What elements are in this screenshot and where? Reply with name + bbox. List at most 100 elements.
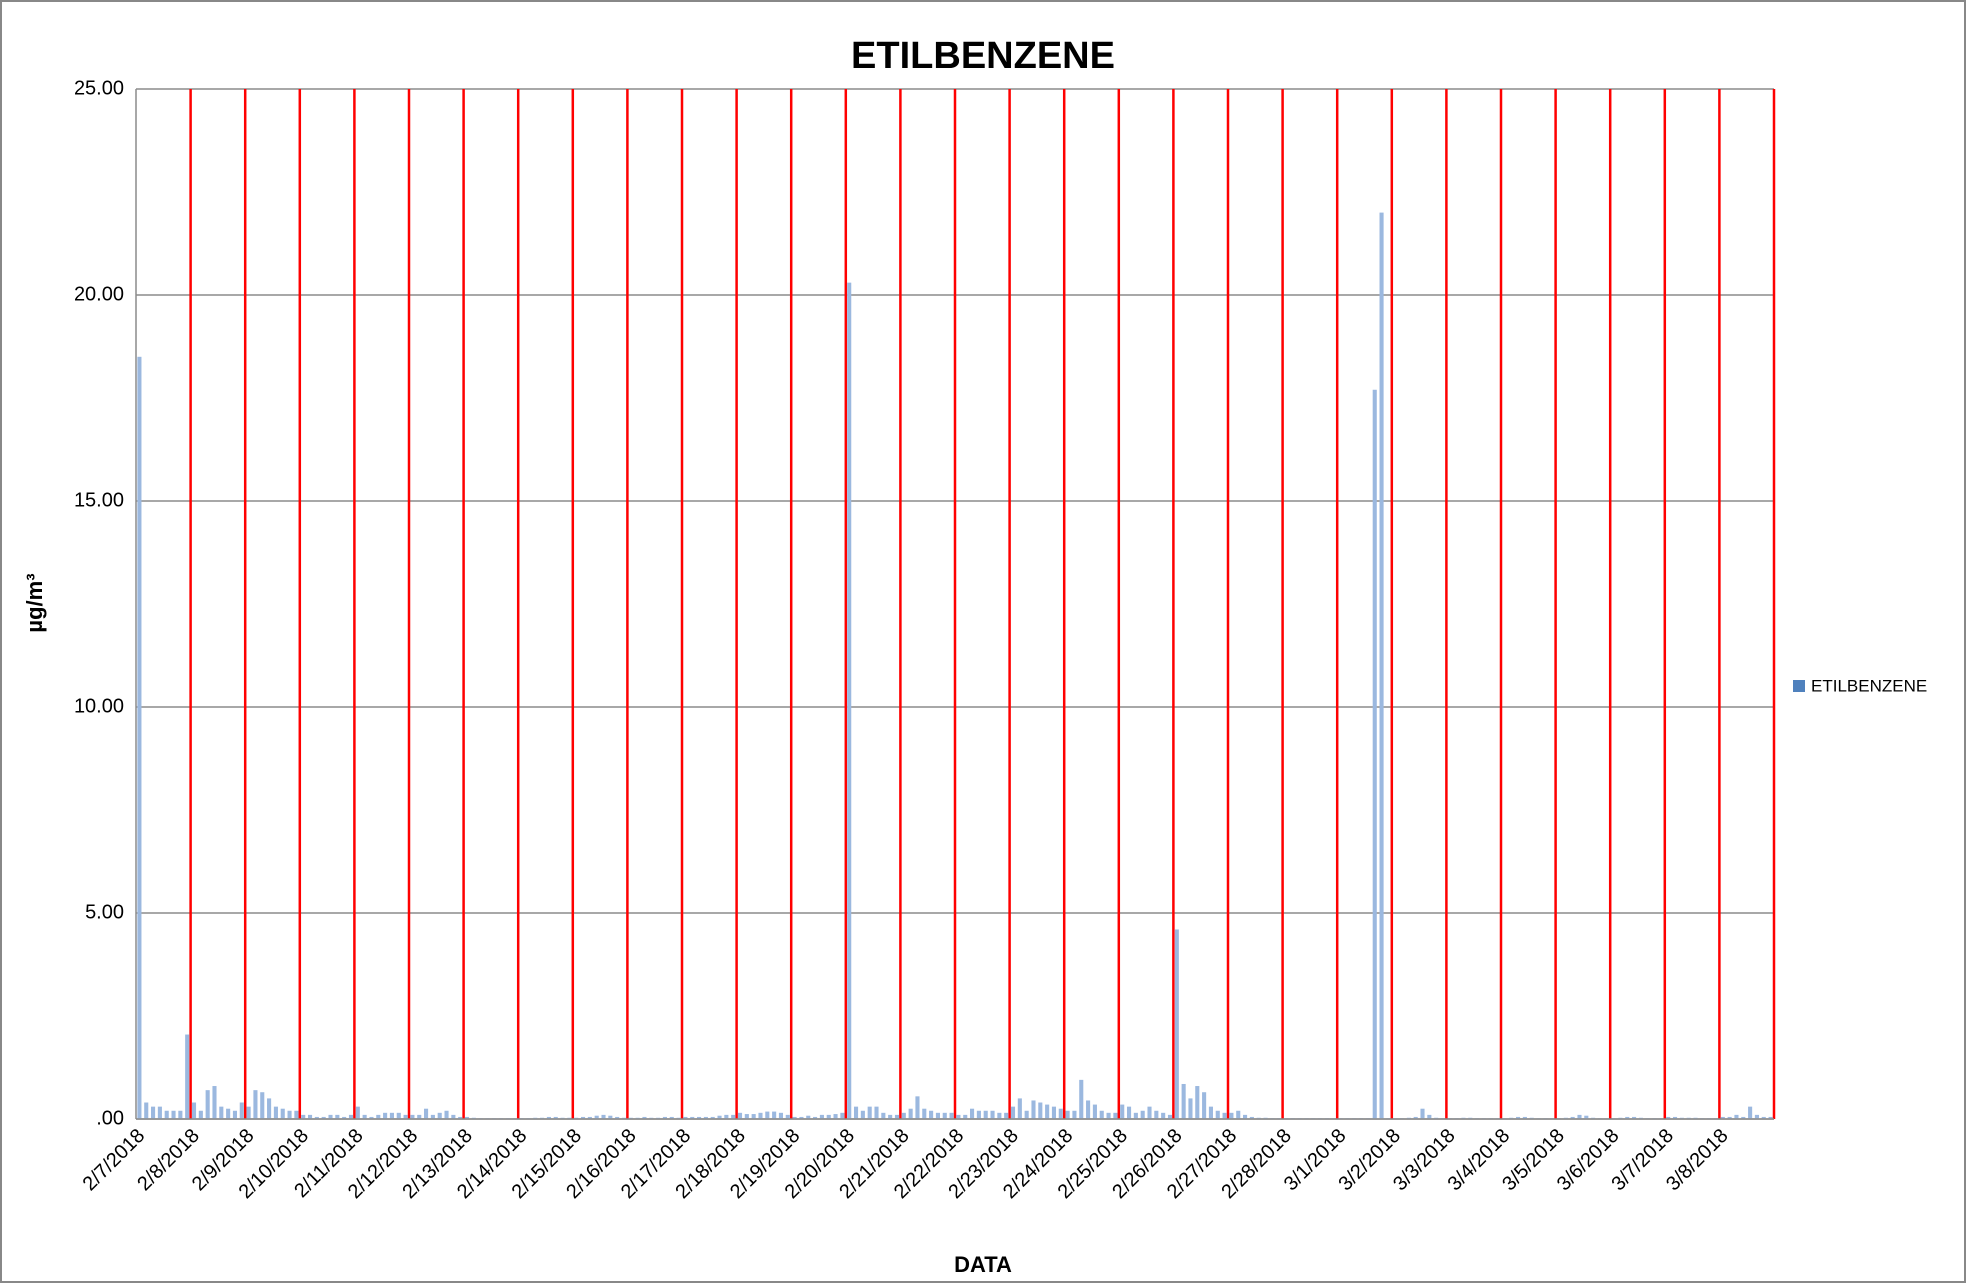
bar: [1017, 1098, 1022, 1119]
chart-title: ETILBENZENE: [851, 35, 1115, 77]
bar: [164, 1110, 169, 1119]
bar: [642, 1116, 647, 1119]
bar: [847, 282, 852, 1119]
bar: [819, 1114, 824, 1119]
bar: [1072, 1110, 1077, 1119]
bar: [1427, 1114, 1432, 1119]
bar: [683, 1116, 688, 1119]
bar: [1516, 1116, 1521, 1119]
bar: [137, 356, 142, 1119]
bar: [212, 1086, 217, 1119]
bar: [990, 1110, 995, 1119]
bar: [1372, 389, 1377, 1119]
bar: [915, 1096, 920, 1119]
bar: [424, 1108, 429, 1119]
bar: [553, 1116, 558, 1119]
bar: [185, 1034, 190, 1119]
bar: [1420, 1108, 1425, 1119]
bar: [1379, 212, 1384, 1120]
bar: [451, 1114, 456, 1119]
bar: [874, 1106, 879, 1119]
bar: [724, 1114, 729, 1119]
bar: [1004, 1112, 1009, 1119]
bar: [1188, 1098, 1193, 1119]
bar: [833, 1114, 838, 1119]
bar: [587, 1116, 592, 1119]
bar: [1092, 1104, 1097, 1119]
bar: [458, 1116, 463, 1119]
bar: [1195, 1086, 1200, 1119]
bar: [963, 1114, 968, 1119]
bar: [1167, 1114, 1173, 1119]
bar: [171, 1110, 176, 1119]
bar: [287, 1110, 292, 1119]
bar: [430, 1114, 435, 1119]
bar: [1126, 1106, 1132, 1119]
y-tick-label: 10.00: [74, 695, 124, 717]
bar: [697, 1116, 702, 1119]
bar: [403, 1114, 408, 1119]
bar: [1413, 1116, 1418, 1119]
bar: [772, 1111, 777, 1119]
bar: [894, 1114, 900, 1119]
bar: [806, 1115, 811, 1119]
bar: [731, 1114, 736, 1119]
bar: [1161, 1112, 1166, 1119]
bar: [1570, 1116, 1575, 1119]
bar: [383, 1112, 388, 1119]
bar: [901, 1112, 906, 1119]
bar: [355, 1106, 360, 1119]
bar: [205, 1090, 210, 1119]
bar: [860, 1110, 865, 1119]
bar: [751, 1114, 756, 1119]
bar: [1140, 1110, 1145, 1119]
bar: [178, 1110, 183, 1119]
bar: [601, 1114, 606, 1119]
bar: [888, 1114, 893, 1119]
bar: [342, 1116, 347, 1119]
bar: [348, 1114, 354, 1119]
bar: [1086, 1100, 1091, 1119]
bar: [219, 1106, 224, 1119]
bar: [1038, 1102, 1043, 1119]
bar: [144, 1102, 149, 1119]
bar: [813, 1116, 818, 1119]
bar: [983, 1110, 988, 1119]
bar: [1229, 1112, 1234, 1119]
x-axis-label: DATA: [954, 1252, 1012, 1277]
bar: [608, 1115, 613, 1119]
y-tick-label: 15.00: [74, 489, 124, 511]
bar: [151, 1106, 156, 1119]
bar: [226, 1108, 231, 1119]
bar: [690, 1116, 695, 1119]
y-tick-label: 20.00: [74, 283, 124, 305]
bar: [942, 1112, 947, 1119]
bar: [335, 1114, 340, 1119]
bar: [1577, 1114, 1582, 1119]
bar: [594, 1115, 599, 1119]
bar: [1010, 1106, 1016, 1119]
bar: [669, 1116, 674, 1119]
bar: [1672, 1116, 1678, 1119]
bar: [1249, 1116, 1254, 1119]
bar: [1154, 1110, 1159, 1119]
bar: [273, 1106, 278, 1119]
bar: [417, 1114, 422, 1119]
bar: [744, 1114, 749, 1119]
bar: [710, 1116, 715, 1119]
bar: [191, 1102, 197, 1119]
bar: [929, 1110, 934, 1119]
bar: [1215, 1110, 1220, 1119]
bar: [198, 1110, 203, 1119]
bar: [1113, 1112, 1118, 1119]
bar: [294, 1110, 299, 1119]
y-tick-label: 25.00: [74, 77, 124, 99]
bar: [976, 1110, 981, 1119]
bar: [253, 1090, 258, 1119]
bar: [1031, 1100, 1036, 1119]
bar: [232, 1110, 238, 1119]
bar: [328, 1114, 333, 1119]
bar: [949, 1112, 954, 1119]
bar: [1625, 1116, 1630, 1119]
